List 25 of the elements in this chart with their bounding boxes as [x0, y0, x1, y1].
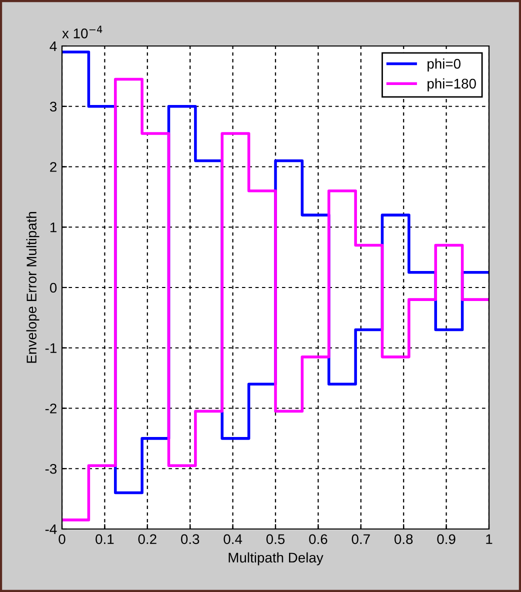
- y-tick-label: -2: [45, 404, 56, 414]
- y-tick-label: 2: [50, 162, 56, 172]
- y-tick-label: -4: [45, 524, 57, 534]
- legend-label: phi=180: [428, 78, 476, 92]
- x-tick-label: 0.1: [96, 534, 114, 544]
- x-tick-label: 1: [486, 534, 492, 544]
- y-tick-label: 0: [50, 282, 57, 293]
- y-tick-label: -3: [45, 464, 57, 474]
- x-tick-label: 0.9: [437, 534, 456, 544]
- x-tick-label: 0.2: [138, 534, 156, 544]
- x-tick-label: 0.8: [394, 534, 413, 544]
- x-tick-label: 0.7: [352, 534, 370, 544]
- y-tick-label: -1: [45, 343, 56, 353]
- y-tick-label: 4: [50, 41, 57, 52]
- x-tick-label: 0: [58, 534, 66, 544]
- x-tick-label: 0.6: [309, 534, 328, 544]
- legend-label: phi=0: [428, 58, 461, 72]
- x-tick-label: 0.5: [266, 534, 285, 544]
- text: x 10$^{−4}$: [62, 26, 102, 38]
- x-axis-title: Multipath Delay: [228, 552, 324, 566]
- y-axis-title: Envelope Error Multipath: [26, 212, 40, 363]
- y-tick-label: 1: [50, 222, 56, 232]
- y-tick-label: 3: [50, 102, 57, 112]
- x-tick-label: 0.4: [224, 534, 242, 544]
- x-tick-label: 0.3: [180, 534, 200, 544]
